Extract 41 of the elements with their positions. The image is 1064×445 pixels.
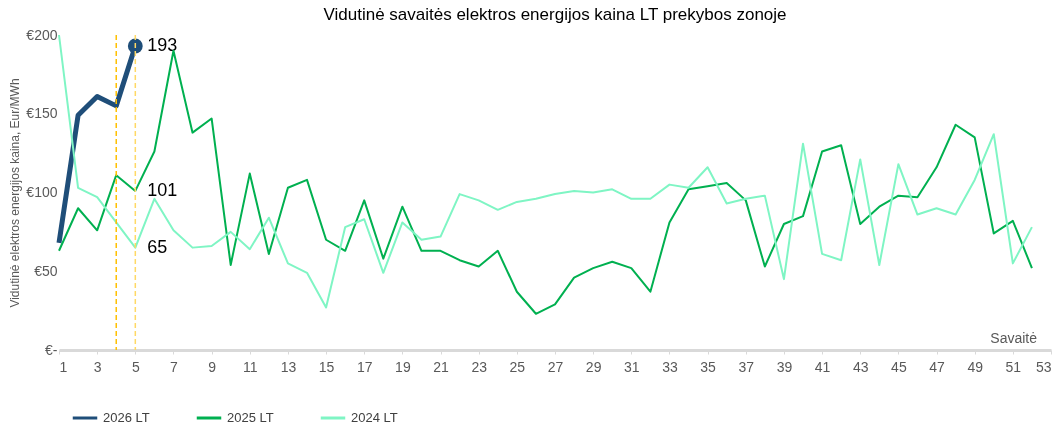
x-tick-label: 3 [93, 358, 102, 375]
x-tick-label: 19 [395, 358, 411, 375]
x-tick-label: 15 [318, 358, 335, 375]
x-tick-label: 31 [624, 358, 640, 375]
x-tick-label: 49 [967, 358, 984, 375]
x-axis-title: Savaitė [990, 330, 1038, 346]
x-tick-label: 33 [662, 358, 678, 375]
data-label: 193 [147, 35, 178, 56]
x-tick-label: 51 [1005, 358, 1022, 375]
data-label: 65 [147, 236, 168, 257]
y-axis-title: Vidutinė elektros energijos kaina, Eur/MWh [8, 78, 23, 308]
x-tick-label: 37 [738, 358, 755, 375]
x-tick-label: 21 [433, 358, 450, 375]
y-tick-label: €50 [34, 262, 58, 279]
x-tick-label: 47 [929, 358, 946, 375]
x-tick-label: 27 [547, 358, 564, 375]
x-tick-label: 11 [243, 358, 258, 375]
y-tick-label: €150 [26, 105, 58, 122]
chart-title: Vidutinė savaitės elektros energijos kaina LT prekybos zonoje [323, 5, 787, 24]
data-label: 101 [147, 179, 178, 200]
x-tick-label: 7 [170, 358, 179, 375]
x-tick-label: 25 [509, 358, 526, 375]
x-tick-label: 35 [700, 358, 717, 375]
x-tick-label: 17 [356, 358, 373, 375]
legend-label: 2024 LT [351, 410, 398, 425]
x-tick-label: 29 [585, 358, 602, 375]
x-tick-label: 9 [208, 358, 217, 375]
x-tick-label: 45 [891, 358, 907, 375]
y-tick-label: €200 [26, 26, 58, 43]
x-tick-label: 1 [59, 358, 68, 375]
x-tick-label: 43 [852, 358, 869, 375]
x-tick-label: 23 [471, 358, 488, 375]
x-tick-label: 5 [131, 358, 140, 375]
legend-label: 2025 LT [227, 410, 274, 425]
x-tick-label: 39 [776, 358, 793, 375]
legend-label: 2026 LT [103, 410, 150, 425]
y-tick-label: €100 [26, 184, 58, 200]
x-tick-label: 53 [1035, 358, 1052, 375]
x-tick-label: 13 [280, 358, 297, 375]
x-tick-label: 41 [814, 358, 831, 375]
y-tick-label: €- [45, 341, 58, 358]
